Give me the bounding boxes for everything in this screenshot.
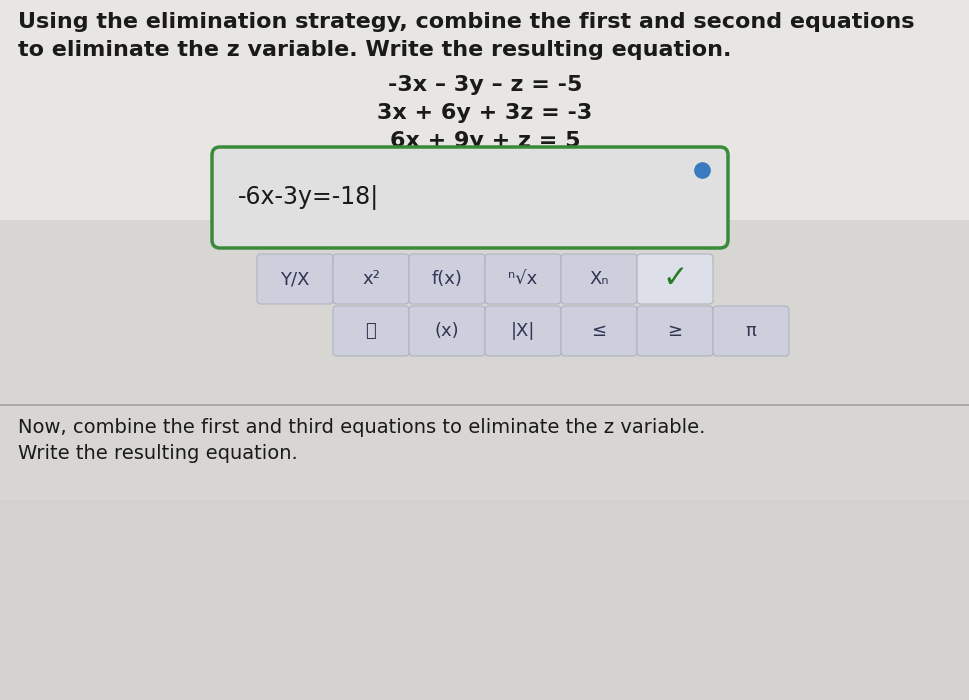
FancyBboxPatch shape — [0, 0, 969, 220]
Text: |X|: |X| — [511, 322, 535, 340]
Text: 3x + 6y + 3z = -3: 3x + 6y + 3z = -3 — [377, 103, 592, 123]
FancyBboxPatch shape — [212, 147, 728, 248]
Text: 🗑: 🗑 — [365, 322, 376, 340]
Text: ≤: ≤ — [591, 322, 606, 340]
Text: ⁿ√x: ⁿ√x — [508, 270, 537, 288]
FancyBboxPatch shape — [637, 306, 712, 356]
FancyBboxPatch shape — [409, 254, 484, 304]
Text: (x): (x) — [434, 322, 459, 340]
FancyBboxPatch shape — [257, 254, 332, 304]
Text: 6x + 9y + z = 5: 6x + 9y + z = 5 — [390, 131, 579, 151]
FancyBboxPatch shape — [409, 306, 484, 356]
Text: ✓: ✓ — [662, 265, 687, 293]
Text: f(x): f(x) — [431, 270, 462, 288]
FancyBboxPatch shape — [0, 500, 969, 700]
Text: Using the elimination strategy, combine the first and second equations: Using the elimination strategy, combine … — [18, 12, 914, 32]
Text: -6x-3y=-18|: -6x-3y=-18| — [237, 185, 379, 210]
FancyBboxPatch shape — [484, 306, 560, 356]
Text: Xₙ: Xₙ — [588, 270, 609, 288]
Text: π: π — [745, 322, 756, 340]
FancyBboxPatch shape — [560, 306, 637, 356]
FancyBboxPatch shape — [560, 254, 637, 304]
FancyBboxPatch shape — [0, 220, 969, 500]
Text: Y/X: Y/X — [280, 270, 309, 288]
Text: Write the resulting equation.: Write the resulting equation. — [18, 444, 297, 463]
FancyBboxPatch shape — [332, 306, 409, 356]
Text: -3x – 3y – z = -5: -3x – 3y – z = -5 — [388, 75, 581, 95]
FancyBboxPatch shape — [637, 254, 712, 304]
Text: to eliminate the z variable. Write the resulting equation.: to eliminate the z variable. Write the r… — [18, 40, 731, 60]
FancyBboxPatch shape — [484, 254, 560, 304]
FancyBboxPatch shape — [332, 254, 409, 304]
Text: x²: x² — [361, 270, 380, 288]
Text: Now, combine the first and third equations to eliminate the z variable.: Now, combine the first and third equatio… — [18, 418, 704, 437]
Text: ≥: ≥ — [667, 322, 682, 340]
FancyBboxPatch shape — [712, 306, 788, 356]
